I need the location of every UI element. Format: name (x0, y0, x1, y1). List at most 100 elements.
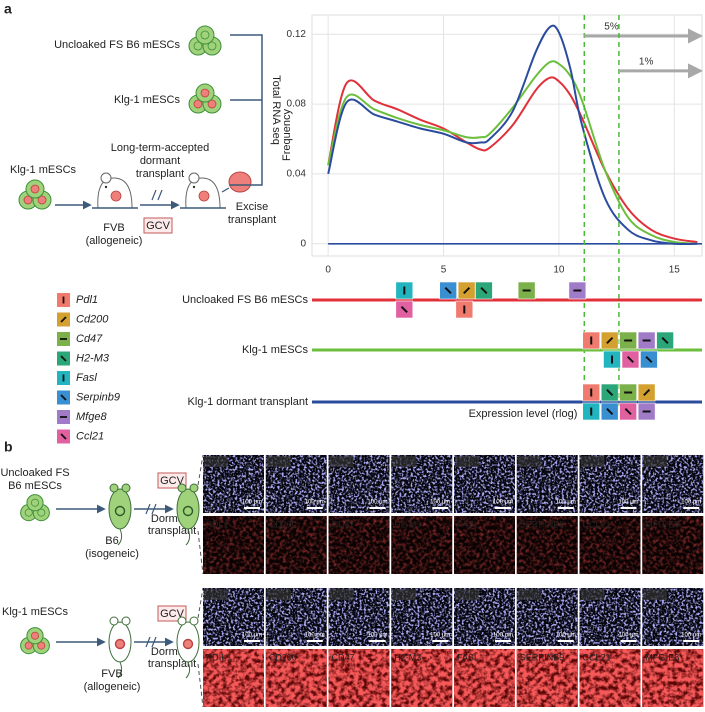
stain-label: MFG-E8 (645, 519, 679, 529)
dapi-label: DAPI (583, 589, 604, 599)
nucleus (24, 641, 33, 650)
label: (allogeneic) (84, 681, 141, 693)
stain-label: FASL (457, 652, 479, 662)
stain-label: SERPINB9 (520, 519, 565, 529)
mouse-tail (185, 661, 191, 679)
nucleus (37, 508, 46, 517)
label: B6 mESCs (8, 480, 62, 492)
gene-glyph (624, 407, 632, 416)
legend-glyph (60, 355, 67, 362)
density-line (327, 76, 698, 244)
label-bg (517, 589, 542, 600)
label-bg (329, 589, 354, 600)
x-tick-label: 5 (441, 265, 447, 276)
nucleus (24, 508, 33, 517)
dapi-label: DAPI (645, 456, 666, 466)
label-bg (329, 456, 354, 467)
tumor (198, 190, 210, 202)
stain-texture (454, 516, 515, 574)
zoom-line (197, 663, 204, 708)
scale-bar-label: 100 μm (305, 633, 325, 639)
nucleus (30, 184, 40, 194)
label: B6 (105, 535, 118, 547)
break (145, 503, 157, 515)
y-tick-label: 0 (300, 238, 306, 249)
stain-texture (516, 649, 578, 707)
gene-glyph (645, 355, 653, 364)
legend-label: Cd200 (76, 313, 109, 325)
label-bg (455, 589, 479, 600)
stain-texture (454, 649, 515, 707)
x-tick-label: 10 (553, 265, 565, 276)
mouse-tail (185, 528, 191, 546)
label: GCV (146, 220, 171, 232)
track-label: Klg-1 mESCs (242, 344, 309, 356)
legend-label: Pdl1 (76, 294, 98, 306)
y-tick-label: 0.08 (287, 99, 307, 110)
gene-glyph (606, 336, 614, 345)
nucleus (200, 30, 210, 40)
mouse-ear (109, 483, 119, 493)
label: GCV (160, 608, 185, 620)
stain-label: H2-M3 (394, 519, 421, 529)
label: GCV (160, 475, 185, 487)
label-bg (517, 456, 542, 467)
gene-glyph (400, 305, 408, 314)
dapi-label: DAPI (583, 456, 604, 466)
stain-texture (516, 516, 578, 574)
scale-bar-label: 100 μm (367, 633, 387, 639)
scale-bar-label: 100 μm (618, 633, 638, 639)
label: Uncloaked FS B6 mESCs (54, 39, 180, 51)
tumor (114, 638, 126, 650)
label-bg (643, 456, 668, 467)
label-bg (266, 589, 291, 600)
nucleus (200, 88, 210, 98)
zoom-line (197, 587, 204, 619)
label-bg (643, 589, 668, 600)
dapi-label: DAPI (332, 456, 353, 466)
stain-label: MFG-E8 (645, 652, 679, 662)
scale-bar-label: 100 μm (493, 500, 513, 506)
label: FVB (101, 668, 122, 680)
stain-label: CD200 (269, 652, 297, 662)
x-axis-label: Expression level (rlog) (469, 408, 578, 420)
mouse (108, 488, 132, 530)
y-axis-label: Frequency (281, 109, 293, 161)
scale-bar-label: 100 μm (367, 500, 387, 506)
legend-label: Serpinb9 (76, 391, 120, 403)
label-bg (204, 589, 228, 600)
scale-bar-label: 100 μm (618, 500, 638, 506)
mouse-eye (104, 185, 108, 189)
legend-label: Ccl21 (76, 430, 104, 442)
stain-texture (328, 649, 390, 707)
stain-label: CCL21 (583, 652, 611, 662)
legend-label: Mfge8 (76, 411, 107, 423)
drug-box (143, 217, 173, 234)
scale-bar-label: 100 μm (493, 633, 513, 639)
legend-glyph (60, 433, 67, 440)
scale-bar-label: 100 μm (681, 633, 701, 639)
label: Klg-1 mESCs (10, 164, 77, 176)
mouse-ear (121, 616, 131, 626)
dapi-label: DAPI (332, 589, 353, 599)
mouse-ear (109, 616, 119, 626)
break (151, 189, 163, 201)
threshold-label: 1% (639, 57, 654, 68)
mouse-ear (188, 172, 200, 184)
y-tick-label: 0.04 (287, 169, 307, 180)
gene-glyph (661, 336, 669, 345)
stain-texture (328, 516, 390, 574)
stain-label: CD47 (332, 652, 355, 662)
density-line (327, 24, 698, 246)
legend-glyph (60, 316, 67, 323)
dapi-label: DAPI (269, 456, 290, 466)
excised (228, 171, 252, 193)
arrow (221, 187, 230, 193)
label: transplant (136, 168, 184, 180)
label-bg (204, 456, 228, 467)
zoom-line (197, 530, 204, 575)
stain-label: FASL (457, 519, 479, 529)
label-bg (266, 456, 291, 467)
y-tick-label: 0.12 (287, 29, 307, 40)
